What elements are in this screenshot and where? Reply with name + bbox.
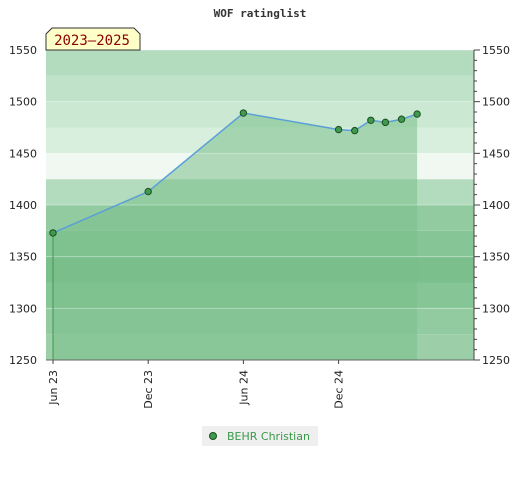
x-tick-label: Jun 24 [237, 370, 250, 406]
y-tick-label-right: 1550 [482, 44, 510, 57]
x-tick-label: Dec 24 [333, 370, 346, 409]
period-badge: 2023–2025 [45, 27, 141, 51]
x-tick-label: Jun 23 [47, 370, 60, 406]
period-badge-box [45, 27, 141, 51]
data-point[interactable] [239, 109, 248, 117]
legend-box [202, 426, 318, 446]
data-point[interactable] [397, 115, 406, 123]
data-point[interactable] [334, 125, 343, 134]
x-tick-label: Dec 23 [142, 370, 155, 409]
data-point[interactable] [367, 116, 375, 124]
y-tick-label-left: 1250 [9, 354, 37, 367]
y-tick-label-left: 1400 [9, 199, 37, 212]
data-point[interactable] [381, 118, 390, 127]
background-band [46, 50, 474, 76]
data-point[interactable] [144, 187, 152, 196]
y-tick-label-right: 1450 [482, 147, 510, 160]
y-tick-label-right: 1250 [482, 354, 510, 367]
period-badge-text: 2023–2025 [54, 33, 130, 49]
y-tick-label-left: 1450 [9, 147, 37, 160]
area-layer [53, 113, 418, 361]
chart-title: WOF ratinglist [214, 7, 307, 20]
data-point[interactable] [413, 110, 421, 118]
series-area [53, 113, 418, 361]
y-tick-label-left: 1500 [9, 96, 37, 109]
points-layer [49, 109, 421, 237]
y-tick-label-right: 1400 [482, 199, 510, 212]
y-tick-label-left: 1300 [9, 302, 37, 315]
y-axis-left: 1250 1300 1350 1400 1450 1500 1550 [9, 44, 37, 367]
x-axis: Jun 23 Dec 23 Jun 24 Dec 24 [46, 359, 474, 409]
legend-label: BEHR Christian [227, 430, 310, 443]
y-tick-label-right: 1300 [482, 302, 510, 315]
data-point[interactable] [351, 126, 359, 135]
y-tick-label-left: 1550 [9, 44, 37, 57]
data-point[interactable] [49, 229, 57, 237]
background-band [46, 75, 474, 102]
y-tick-label-left: 1350 [9, 251, 37, 264]
legend[interactable]: BEHR Christian [202, 426, 318, 446]
y-tick-label-right: 1500 [482, 96, 510, 109]
legend-marker [209, 432, 217, 440]
y-tick-label-right: 1350 [482, 251, 510, 264]
y-axis-right: 1250 1300 1350 1400 1450 1500 1550 [473, 44, 510, 367]
